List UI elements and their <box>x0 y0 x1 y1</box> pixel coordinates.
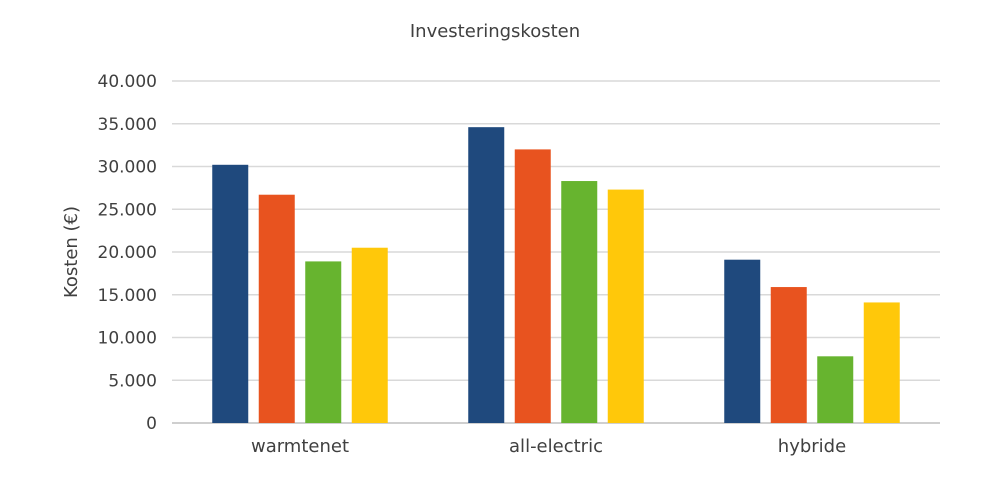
y-tick-labels: 0 5.000 10.000 15.000 20.000 25.000 30.000 35.0… <box>98 72 157 434</box>
y-tick-label: 35.000 <box>98 115 157 135</box>
bar <box>212 164 249 424</box>
gridlines <box>172 80 940 424</box>
y-tick-label: 0 <box>146 414 157 434</box>
bar <box>468 127 505 424</box>
bar <box>607 189 644 423</box>
y-tick-label: 40.000 <box>98 72 157 92</box>
bar <box>561 181 598 423</box>
bar <box>770 287 807 423</box>
bar <box>817 356 854 423</box>
y-tick-label: 10.000 <box>98 329 157 349</box>
category-labels: warmtenet all-electric hybride <box>251 436 846 457</box>
y-tick-label: 25.000 <box>98 200 157 220</box>
bar <box>258 194 295 423</box>
category-label: all-electric <box>509 436 603 457</box>
bar <box>305 261 342 423</box>
chart-title: Investeringskosten <box>410 21 580 42</box>
bar <box>514 149 551 423</box>
bar <box>724 259 761 423</box>
y-tick-label: 5.000 <box>108 371 157 391</box>
y-tick-label: 20.000 <box>98 243 157 263</box>
y-tick-label: 15.000 <box>98 286 157 306</box>
bars <box>212 127 900 424</box>
bar <box>351 247 388 423</box>
y-tick-label: 30.000 <box>98 158 157 178</box>
y-axis-label: Kosten (€) <box>61 206 82 298</box>
category-label: hybride <box>778 436 846 457</box>
category-label: warmtenet <box>251 436 349 457</box>
bar <box>863 302 900 423</box>
